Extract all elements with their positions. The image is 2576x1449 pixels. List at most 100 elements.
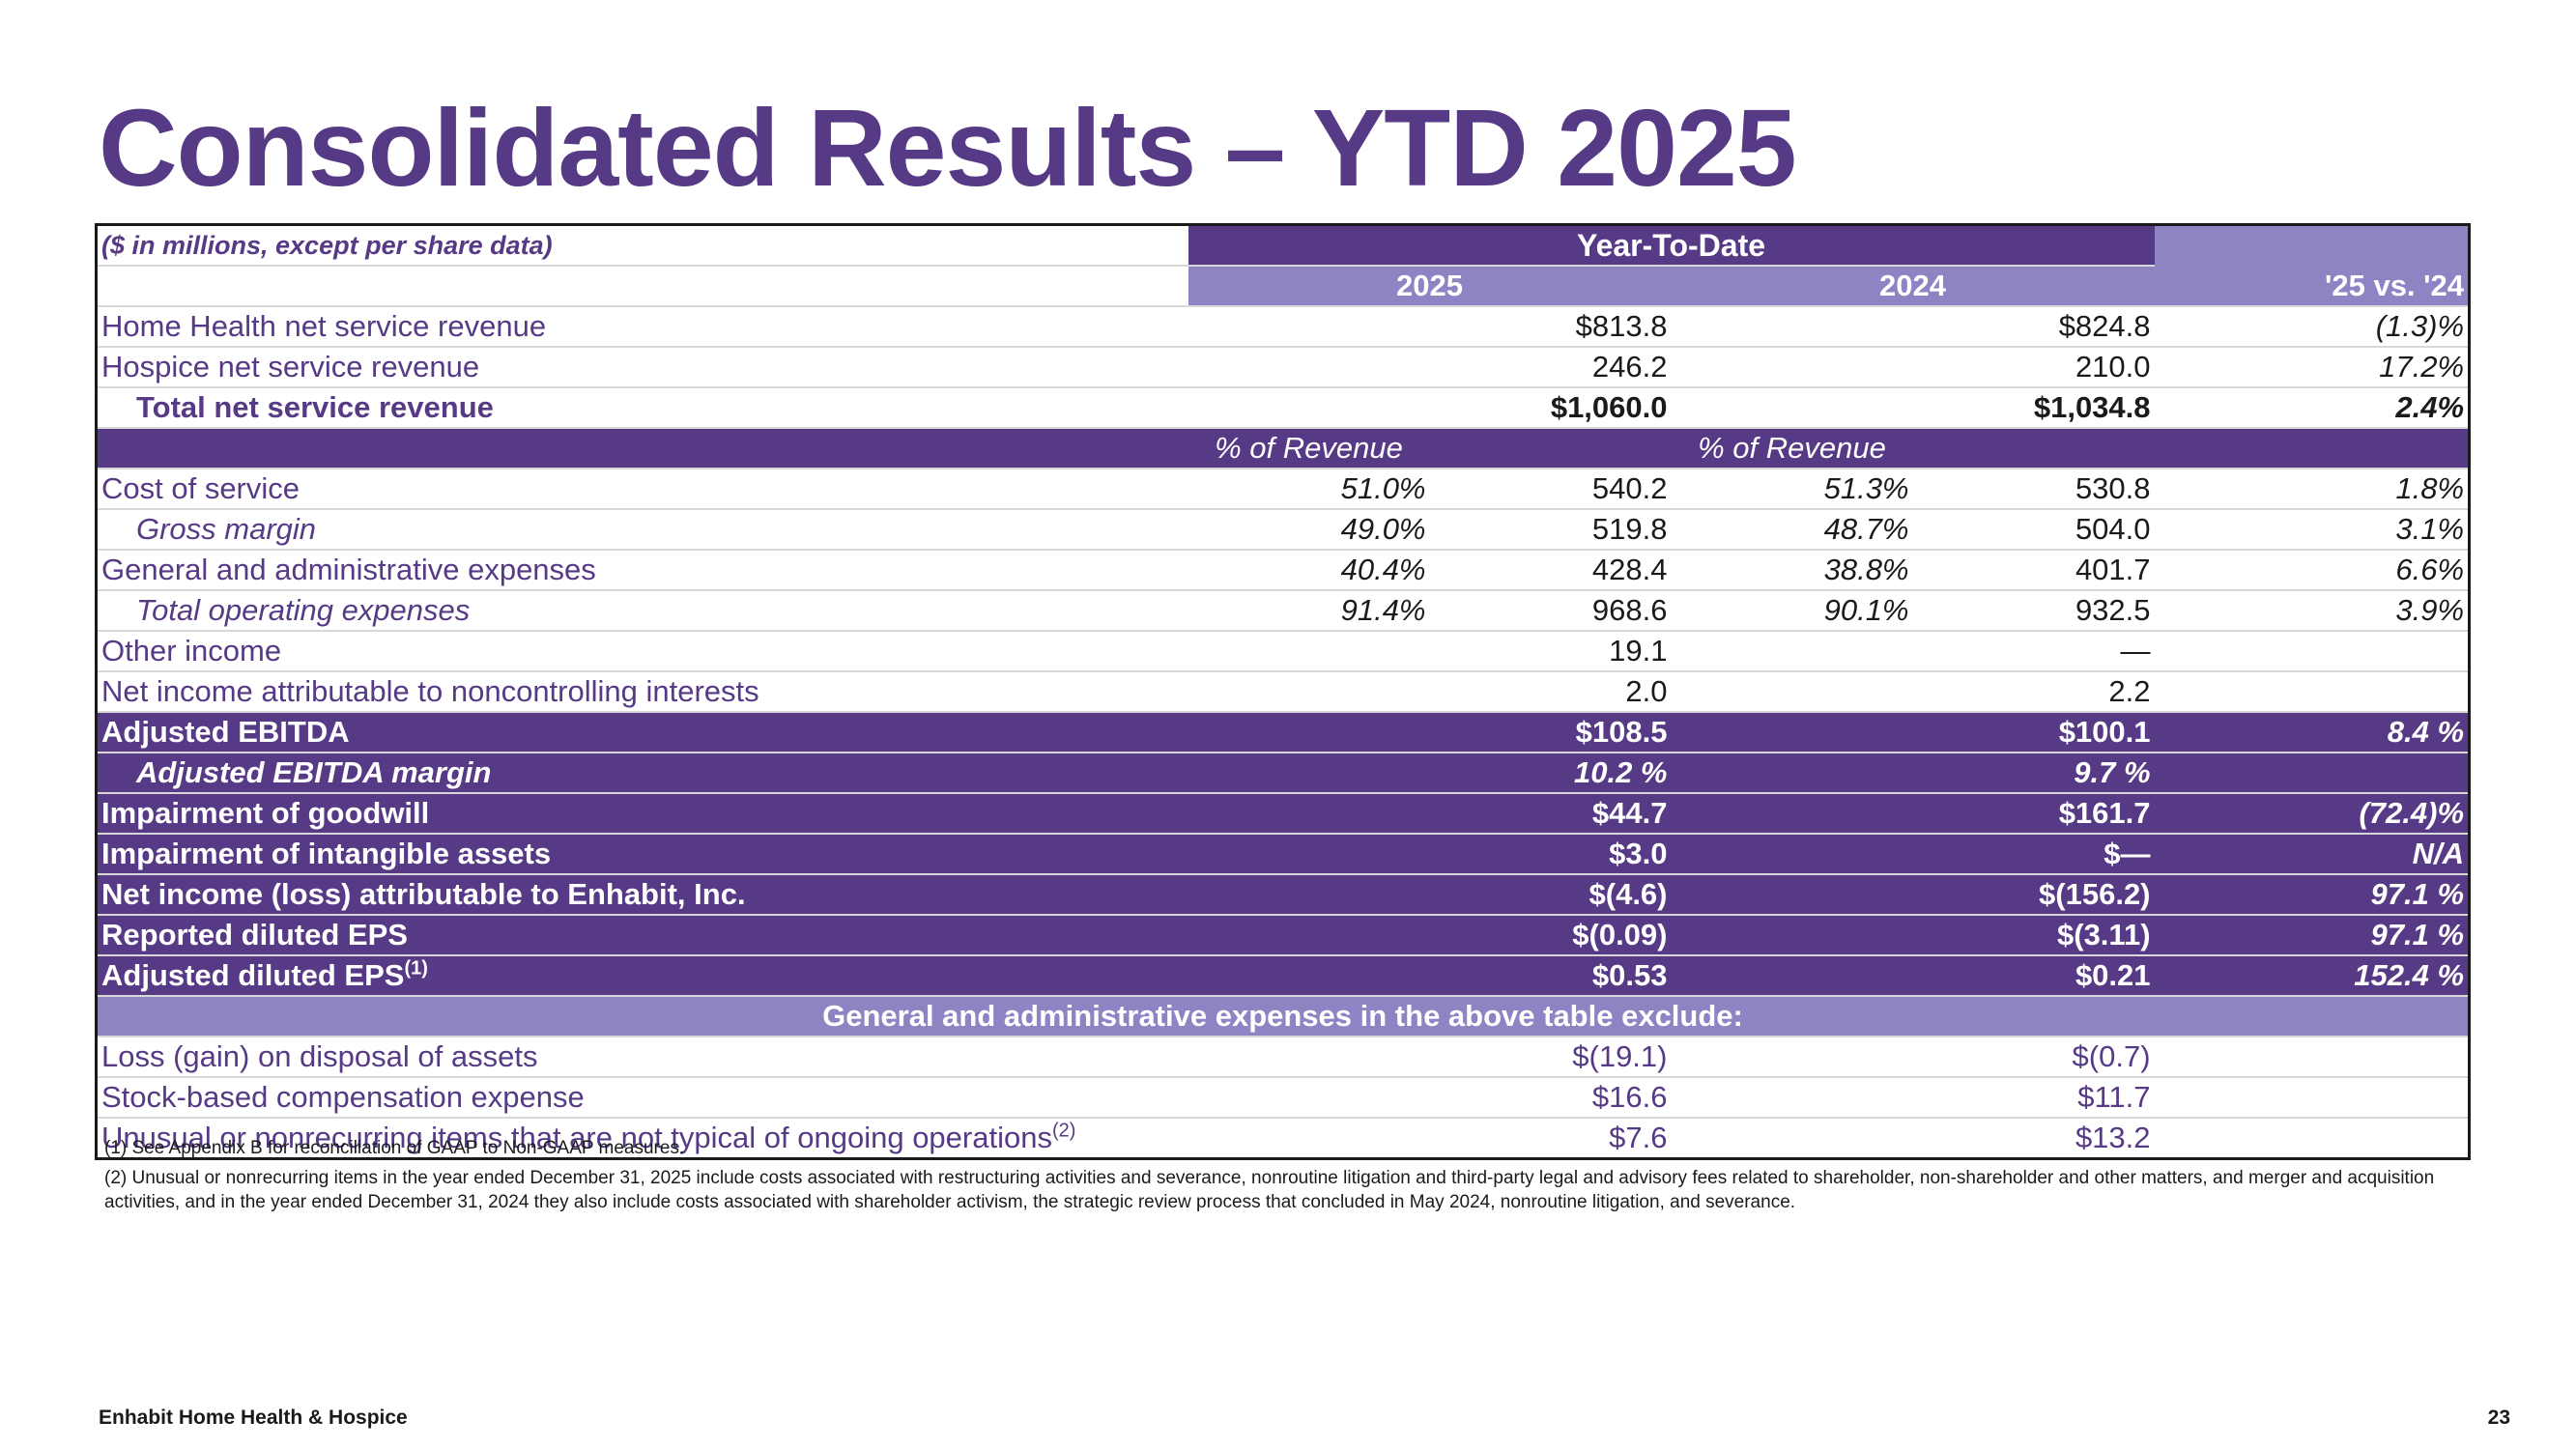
change-value: 6.6% [2154, 550, 2472, 591]
table-row-disposal: Loss (gain) on disposal of assets $(19.1… [95, 1037, 2472, 1078]
value-2025: $(0.09) [1429, 915, 1672, 956]
footnote-ref-2: (2) [1051, 1120, 1076, 1142]
pct-header-2024: % of Revenue [1671, 428, 1913, 469]
pct-header-2025: % of Revenue [1188, 428, 1430, 469]
value-2025: 10.2 % [1429, 753, 1672, 794]
value-2024: 530.8 [1912, 468, 2155, 510]
consolidated-results-table: ($ in millions, except per share data) Y… [94, 223, 2472, 1160]
table-row-hh-revenue: Home Health net service revenue $813.8 $… [95, 306, 2472, 348]
table-row-unusual: Unusual or nonrecurring items that are n… [95, 1118, 2472, 1160]
table-row-total-revenue: Total net service revenue $1,060.0 $1,03… [95, 386, 2472, 429]
value-2024: 401.7 [1912, 550, 2155, 591]
pct-2025: 40.4% [1188, 550, 1430, 591]
footnote-1: (1) See Appendix B for reconciliation of… [104, 1138, 685, 1158]
change-value: 97.1 % [2154, 874, 2472, 916]
change-value: 3.9% [2154, 590, 2472, 632]
year-2025-header: 2025 [1188, 266, 1672, 307]
value-2024: 932.5 [1912, 589, 2155, 632]
row-label: Reported diluted EPS [95, 915, 1188, 956]
pct-2024: 90.1% [1671, 589, 1913, 632]
change-value: (1.3)% [2154, 306, 2472, 348]
table-row-total-opex: Total operating expenses 91.4% 968.6 90.… [95, 589, 2472, 632]
pct-2025: 91.4% [1188, 589, 1430, 632]
value-2024: $(3.11) [1912, 915, 2155, 956]
row-label: Total operating expenses [95, 590, 1188, 632]
table-row-cost-of-service: Cost of service 51.0% 540.2 51.3% 530.8 … [95, 468, 2472, 510]
value-2024: — [1912, 631, 2155, 672]
row-label: Impairment of intangible assets [95, 834, 1188, 875]
value-2024: $824.8 [1912, 306, 2155, 348]
value-2025: $7.6 [1429, 1118, 1672, 1160]
value-2024: 9.7 % [1912, 753, 2155, 794]
footnotes: (1) See Appendix B for reconciliation of… [104, 1136, 2462, 1220]
change-value: 1.8% [2154, 469, 2472, 510]
footnote-ref-1: (1) [404, 957, 428, 980]
table-row-stock-comp: Stock-based compensation expense $16.6 $… [95, 1077, 2472, 1119]
value-2024: 504.0 [1912, 508, 2155, 551]
exclusions-header-row: General and administrative expenses in t… [94, 996, 2472, 1037]
pct-of-revenue-header-row: % of Revenue % of Revenue [95, 428, 2472, 469]
value-2024: $161.7 [1912, 793, 2155, 835]
change-value: 17.2% [2154, 347, 2472, 388]
pct-2024: 48.7% [1671, 508, 1913, 551]
value-2025: 19.1 [1429, 631, 1672, 672]
row-label: Loss (gain) on disposal of assets [95, 1037, 1188, 1078]
value-2025: $0.53 [1429, 955, 1672, 997]
change-value: 2.4% [2154, 386, 2472, 429]
value-2025: $(4.6) [1429, 874, 1672, 916]
row-label: Net income attributable to noncontrollin… [95, 671, 1188, 713]
table-row-adj-ebitda-margin: Adjusted EBITDA margin 10.2 % 9.7 % [95, 753, 2472, 794]
pct-2025: 49.0% [1188, 508, 1430, 551]
page-title: Consolidated Results – YTD 2025 [99, 87, 1797, 209]
footer-company: Enhabit Home Health & Hospice [99, 1406, 408, 1429]
table-row-nci: Net income attributable to noncontrollin… [95, 671, 2472, 713]
row-label: Unusual or nonrecurring items that are n… [95, 1118, 1188, 1160]
row-label: Cost of service [95, 469, 1188, 510]
value-2025: 968.6 [1429, 589, 1672, 632]
value-2025: $(19.1) [1429, 1037, 1672, 1078]
row-label: Total net service revenue [95, 387, 1188, 429]
value-2024: $(156.2) [1912, 874, 2155, 916]
table-row-gross-margin: Gross margin 49.0% 519.8 48.7% 504.0 3.1… [95, 508, 2472, 551]
page-number: 23 [2487, 1406, 2510, 1429]
table-row-intangibles: Impairment of intangible assets $3.0 $— … [95, 834, 2472, 875]
period-header: Year-To-Date [1188, 224, 2155, 267]
value-2025: $813.8 [1429, 306, 1672, 348]
row-label: Hospice net service revenue [95, 347, 1188, 388]
row-label: Home Health net service revenue [95, 306, 1188, 348]
value-2025: $3.0 [1429, 834, 1672, 875]
table-row-other-income: Other income 19.1 — [95, 631, 2472, 672]
row-label: General and administrative expenses [95, 550, 1188, 591]
row-label: Stock-based compensation expense [95, 1077, 1188, 1119]
change-value: N/A [2154, 834, 2472, 875]
change-value: 3.1% [2154, 509, 2472, 551]
row-label-text: Adjusted diluted EPS [101, 958, 405, 992]
change-value: 97.1 % [2154, 915, 2472, 956]
footnote-2: (2) Unusual or nonrecurring items in the… [104, 1168, 2435, 1212]
table-row-goodwill: Impairment of goodwill $44.7 $161.7 (72.… [95, 793, 2472, 835]
row-label: Other income [95, 631, 1188, 672]
value-2025: $108.5 [1429, 712, 1672, 753]
table-row-adjusted-eps: Adjusted diluted EPS(1) $0.53 $0.21 152.… [95, 955, 2472, 997]
value-2025: 428.4 [1429, 550, 1672, 591]
pct-2024: 38.8% [1671, 550, 1913, 591]
change-header: '25 vs. '24 [2154, 224, 2472, 307]
value-2024: $100.1 [1912, 712, 2155, 753]
value-2024: $11.7 [1912, 1077, 2155, 1119]
row-label: Adjusted EBITDA [95, 712, 1188, 753]
row-label-text: Unusual or nonrecurring items that are n… [101, 1121, 1052, 1154]
row-label: Impairment of goodwill [95, 793, 1188, 835]
table-row-hospice-revenue: Hospice net service revenue 246.2 210.0 … [95, 347, 2472, 388]
value-2024: $(0.7) [1912, 1037, 2155, 1078]
exclusions-header: General and administrative expenses in t… [94, 996, 2472, 1037]
value-2025: $1,060.0 [1429, 386, 1672, 429]
value-2025: 540.2 [1429, 468, 1672, 510]
year-2024-header: 2024 [1671, 266, 2155, 307]
row-label: Net income (loss) attributable to Enhabi… [95, 874, 1188, 916]
header-row-years: 2025 2024 [95, 266, 2470, 307]
value-2024: $1,034.8 [1912, 386, 2155, 429]
table-row-net-income: Net income (loss) attributable to Enhabi… [95, 874, 2472, 916]
change-value: 152.4 % [2154, 955, 2472, 997]
table-row-reported-eps: Reported diluted EPS $(0.09) $(3.11) 97.… [95, 915, 2472, 956]
value-2025: 519.8 [1429, 508, 1672, 551]
